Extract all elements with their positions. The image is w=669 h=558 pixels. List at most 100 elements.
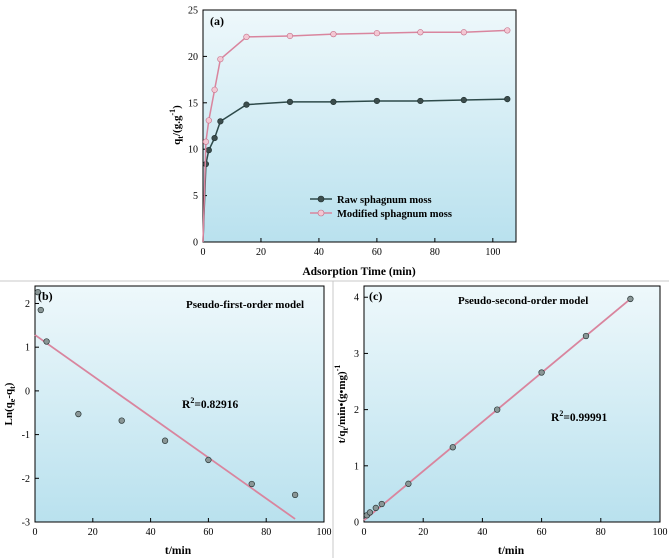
x-tick-label: 80 bbox=[261, 527, 271, 538]
y-tick-label: 0 bbox=[25, 386, 30, 397]
y-tick-label: 10 bbox=[188, 145, 198, 156]
y-tick-label: 5 bbox=[193, 191, 198, 202]
y-tick-label: 1 bbox=[354, 461, 359, 472]
panel-b-x-axis-title: t/min bbox=[165, 545, 192, 557]
y-tick-label: 0 bbox=[193, 238, 198, 249]
x-tick-label: 100 bbox=[485, 247, 500, 258]
data-point bbox=[366, 509, 374, 516]
raw-data-point bbox=[373, 97, 380, 105]
data-point bbox=[43, 338, 50, 345]
y-tick-label: 20 bbox=[188, 52, 198, 63]
y-tick-label: 1 bbox=[25, 343, 30, 354]
legend-modified-label: Modified sphagnum moss bbox=[337, 209, 452, 220]
panel-a-marks bbox=[202, 27, 511, 243]
panel-c-label: (c) bbox=[369, 289, 382, 303]
panel-c-y-axis-title: t/qt/min•(g•mg)-1 bbox=[333, 365, 350, 444]
panel-a-label: (a) bbox=[210, 14, 224, 28]
panel-b-plot-area bbox=[34, 285, 325, 523]
data-point bbox=[449, 444, 456, 451]
data-point bbox=[248, 480, 255, 488]
panel-b-y-axis-title: Ln(qe-qt) bbox=[3, 382, 17, 425]
panel-c-ticks: 0 20 40 60 80 100 0 1 2 3 4 bbox=[354, 293, 668, 538]
x-tick-label: 0 bbox=[362, 527, 367, 538]
panel-c-title: Pseudo-second-order model bbox=[458, 295, 588, 307]
y-tick-label: 0 bbox=[354, 518, 359, 529]
panel-b-ticks: 0 20 40 60 80 100 -3 -2 -1 0 1 2 bbox=[22, 299, 332, 538]
x-tick-label: 60 bbox=[372, 247, 382, 258]
data-point bbox=[538, 369, 545, 376]
legend-raw-marker bbox=[317, 195, 325, 203]
panel-c-annotation: R2=0.99991 bbox=[551, 409, 607, 424]
data-point bbox=[378, 500, 385, 508]
modified-data-point bbox=[417, 29, 424, 36]
legend-raw-label: Raw sphagnum moss bbox=[337, 195, 432, 206]
x-tick-label: 60 bbox=[203, 527, 213, 538]
x-tick-label: 80 bbox=[430, 247, 440, 258]
raw-data-point bbox=[217, 118, 224, 125]
data-point bbox=[494, 406, 501, 413]
panel-c: 0 20 40 60 80 100 0 1 2 3 4 (c) Pseudo-second-orde… bbox=[333, 285, 668, 557]
modified-data-point bbox=[373, 30, 380, 37]
data-point bbox=[161, 437, 169, 444]
x-tick-label: 0 bbox=[33, 527, 38, 538]
x-tick-label: 60 bbox=[537, 527, 547, 538]
data-point bbox=[627, 295, 634, 303]
x-tick-label: 20 bbox=[256, 247, 266, 258]
raw-data-point bbox=[330, 98, 337, 105]
panel-b-title: Pseudo-first-order model bbox=[186, 299, 304, 311]
fit-line bbox=[34, 334, 296, 520]
panel-a: 0 20 40 60 80 100 0 5 10 15 20 25 (a) Adsorption Ti… bbox=[168, 6, 517, 278]
x-tick-label: 100 bbox=[653, 527, 668, 538]
x-tick-label: 20 bbox=[418, 527, 428, 538]
panel-a-plot-area bbox=[202, 9, 517, 243]
raw-data-point bbox=[243, 101, 250, 108]
data-point bbox=[34, 288, 42, 296]
y-tick-label: 15 bbox=[188, 98, 198, 109]
data-point bbox=[405, 480, 412, 487]
raw-data-point bbox=[286, 98, 294, 105]
raw-data-point bbox=[460, 96, 467, 104]
modified-data-point bbox=[504, 27, 511, 34]
data-point bbox=[291, 491, 299, 499]
y-tick-label: -2 bbox=[22, 474, 30, 485]
x-tick-label: 40 bbox=[314, 247, 324, 258]
panel-a-legend: Raw sphagnum moss Modified sphagnum moss bbox=[310, 195, 452, 220]
x-tick-label: 80 bbox=[596, 527, 606, 538]
panel-b: 0 20 40 60 80 100 -3 -2 -1 0 1 2 (b) Pseudo-first-o… bbox=[3, 285, 332, 557]
y-tick-label: 25 bbox=[188, 6, 198, 17]
x-tick-label: 40 bbox=[146, 527, 156, 538]
modified-data-point bbox=[202, 138, 209, 145]
data-point bbox=[582, 332, 590, 340]
modified-data-point bbox=[217, 56, 224, 63]
data-point bbox=[205, 456, 212, 464]
y-tick-label: 3 bbox=[354, 349, 359, 360]
x-tick-label: 0 bbox=[201, 247, 206, 258]
y-tick-label: -1 bbox=[22, 430, 30, 441]
x-tick-label: 100 bbox=[317, 527, 332, 538]
panel-c-x-axis-title: t/min bbox=[498, 545, 525, 557]
modified-data-point bbox=[243, 33, 250, 41]
panel-c-plot-area bbox=[363, 285, 661, 523]
panel-a-x-axis-title: Adsorption Time (min) bbox=[302, 266, 415, 278]
modified-data-point bbox=[460, 29, 467, 36]
raw-data-point bbox=[211, 134, 218, 142]
panel-b-marks bbox=[34, 288, 299, 520]
modified-data-point bbox=[286, 32, 294, 40]
data-point bbox=[372, 504, 379, 512]
panel-b-annotation: R2=0.82916 bbox=[182, 396, 238, 411]
y-tick-label: -3 bbox=[22, 518, 30, 529]
y-tick-label: 2 bbox=[25, 299, 30, 310]
data-point bbox=[75, 410, 82, 418]
panel-b-label: (b) bbox=[38, 289, 53, 303]
modified-data-point bbox=[330, 31, 337, 38]
modified-series-line bbox=[202, 29, 508, 243]
data-point bbox=[118, 417, 125, 424]
raw-data-point bbox=[504, 95, 511, 103]
data-point bbox=[37, 306, 44, 314]
panel-a-y-axis-title: qt/(g.g-1) bbox=[168, 105, 185, 145]
panel-c-marks bbox=[363, 295, 634, 522]
x-tick-label: 40 bbox=[477, 527, 487, 538]
y-tick-label: 2 bbox=[354, 405, 359, 416]
modified-data-point bbox=[211, 86, 218, 93]
